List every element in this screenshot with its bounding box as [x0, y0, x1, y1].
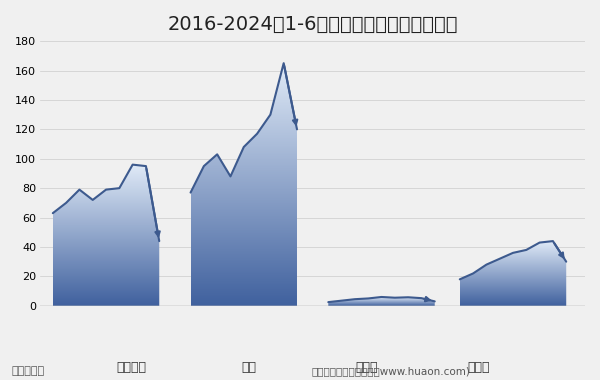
Text: 财产保险: 财产保险 [116, 361, 146, 374]
Title: 2016-2024年1-6月厦门保险分险种收入统计: 2016-2024年1-6月厦门保险分险种收入统计 [167, 15, 458, 34]
Text: 制图：华经产业研究院（www.huaon.com): 制图：华经产业研究院（www.huaon.com) [312, 366, 471, 376]
Text: 健康险: 健康险 [467, 361, 490, 374]
Text: 单位：亿元: 单位：亿元 [12, 366, 45, 376]
Text: 意外险: 意外险 [355, 361, 377, 374]
Text: 寿险: 寿险 [241, 361, 256, 374]
